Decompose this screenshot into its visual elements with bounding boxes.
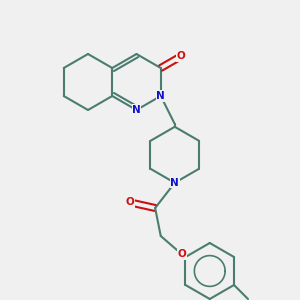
Text: N: N xyxy=(170,178,179,188)
Text: N: N xyxy=(156,91,165,101)
Text: O: O xyxy=(177,249,186,259)
Text: O: O xyxy=(177,51,186,61)
Text: O: O xyxy=(126,197,134,207)
Text: N: N xyxy=(132,105,141,115)
